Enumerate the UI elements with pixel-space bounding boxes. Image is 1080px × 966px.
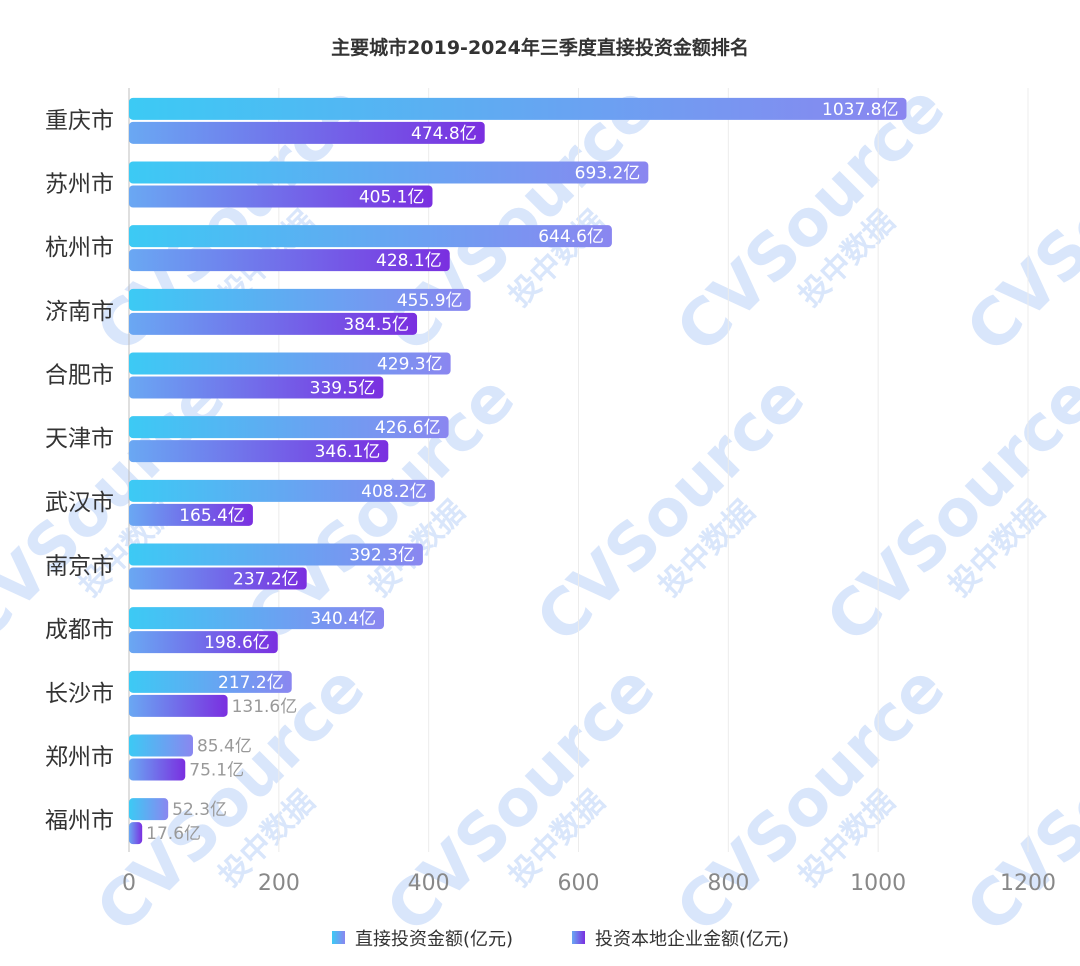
data-label: 1037.8亿	[822, 100, 898, 120]
data-label: 198.6亿	[204, 633, 270, 653]
data-label: 426.6亿	[375, 418, 441, 438]
legend-swatch-local	[572, 931, 585, 944]
bar-direct-investment[interactable]	[129, 416, 449, 439]
data-label: 429.3亿	[377, 355, 443, 375]
bar-direct-investment[interactable]	[129, 670, 292, 693]
data-label: 405.1亿	[359, 188, 425, 208]
category-label: 重庆市	[45, 108, 114, 134]
bar-local-investment[interactable]	[129, 631, 278, 654]
category-label: 南京市	[45, 554, 114, 580]
bar-direct-investment[interactable]	[129, 97, 907, 120]
bar-direct-investment[interactable]	[129, 543, 423, 566]
data-label: 165.4亿	[179, 506, 245, 526]
bar-local-investment[interactable]	[129, 249, 450, 272]
category-label: 郑州市	[45, 745, 114, 771]
data-label: 346.1亿	[315, 442, 381, 462]
bar-local-investment[interactable]	[129, 758, 186, 781]
x-tick-label: 200	[258, 871, 300, 896]
x-axis-ticks: 0 200 400 600 800 1000 1200	[122, 871, 1056, 896]
bar-direct-investment[interactable]	[129, 352, 451, 375]
data-label: 237.2亿	[233, 570, 299, 590]
data-label: 217.2亿	[218, 673, 284, 693]
x-tick-label: 800	[707, 871, 749, 896]
bar-local-investment[interactable]	[129, 694, 228, 717]
x-tick-label: 0	[122, 871, 136, 896]
legend-item-direct[interactable]: 直接投资金额(亿元)	[332, 929, 513, 950]
data-label: 52.3亿	[172, 800, 227, 820]
bars: 1037.8亿 474.8亿 693.2亿 405.1亿 644.6亿 428.1亿 455…	[129, 97, 907, 845]
bar-direct-investment[interactable]	[129, 225, 612, 248]
bar-direct-investment[interactable]	[129, 734, 193, 757]
bar-local-investment[interactable]	[129, 440, 389, 463]
bar-direct-investment[interactable]	[129, 479, 435, 502]
data-label: 17.6亿	[146, 824, 201, 844]
legend-item-local[interactable]: 投资本地企业金额(亿元)	[572, 929, 789, 950]
data-label: 75.1亿	[189, 761, 244, 781]
category-label: 苏州市	[45, 172, 114, 198]
data-label: 340.4亿	[310, 609, 376, 629]
category-label: 杭州市	[45, 235, 114, 261]
data-label: 644.6亿	[538, 227, 604, 247]
bar-local-investment[interactable]	[129, 376, 384, 399]
bar-direct-investment[interactable]	[129, 607, 385, 630]
data-label: 384.5亿	[343, 315, 409, 335]
data-label: 85.4亿	[197, 737, 252, 757]
data-label: 693.2亿	[575, 164, 641, 184]
data-label: 131.6亿	[232, 697, 298, 717]
bar-local-investment[interactable]	[129, 822, 143, 845]
category-label: 济南市	[45, 299, 114, 325]
category-label: 武汉市	[45, 490, 114, 516]
bar-local-investment[interactable]	[129, 312, 418, 335]
watermark-brand: CVSource	[663, 651, 959, 947]
bar-direct-investment[interactable]	[129, 161, 649, 184]
watermark-brand: CVSource	[523, 361, 819, 657]
x-tick-label: 600	[558, 871, 600, 896]
bar-direct-investment[interactable]	[129, 798, 169, 821]
category-label: 成都市	[45, 617, 114, 643]
x-tick-label: 400	[408, 871, 450, 896]
x-tick-label: 1200	[1000, 871, 1056, 896]
bar-local-investment[interactable]	[129, 503, 253, 526]
data-label: 392.3亿	[349, 546, 415, 566]
data-label: 339.5亿	[310, 379, 376, 399]
data-label: 455.9亿	[397, 291, 463, 311]
data-label: 408.2亿	[361, 482, 427, 502]
category-label: 天津市	[45, 426, 114, 452]
grid-lines	[128, 88, 1029, 852]
watermark-brand: CVSource	[953, 651, 1080, 947]
x-tick-label: 1000	[850, 871, 906, 896]
legend-swatch-direct	[332, 931, 345, 944]
legend-label-direct: 直接投资金额(亿元)	[355, 929, 513, 950]
chart-title: 主要城市2019-2024年三季度直接投资金额排名	[331, 36, 749, 59]
category-label: 合肥市	[45, 363, 114, 389]
data-label: 474.8亿	[411, 124, 477, 144]
bar-local-investment[interactable]	[129, 121, 485, 144]
bar-local-investment[interactable]	[129, 567, 307, 590]
data-label: 428.1亿	[376, 251, 442, 271]
category-label: 长沙市	[45, 681, 114, 707]
category-label: 福州市	[45, 808, 114, 834]
legend: 直接投资金额(亿元) 投资本地企业金额(亿元)	[332, 929, 789, 950]
bar-local-investment[interactable]	[129, 185, 433, 208]
watermark-brand: CVSource	[83, 651, 379, 947]
legend-label-local: 投资本地企业金额(亿元)	[595, 929, 789, 950]
watermark-brand: CVSource	[373, 651, 669, 947]
bar-direct-investment[interactable]	[129, 288, 471, 311]
watermark-brand: CVSource	[953, 71, 1080, 367]
